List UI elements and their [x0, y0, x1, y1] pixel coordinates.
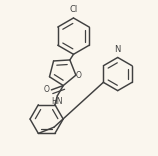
- Text: N: N: [115, 45, 121, 54]
- Text: Cl: Cl: [69, 5, 78, 15]
- Text: O: O: [76, 71, 82, 80]
- Text: O: O: [44, 85, 49, 94]
- Text: HN: HN: [51, 97, 62, 106]
